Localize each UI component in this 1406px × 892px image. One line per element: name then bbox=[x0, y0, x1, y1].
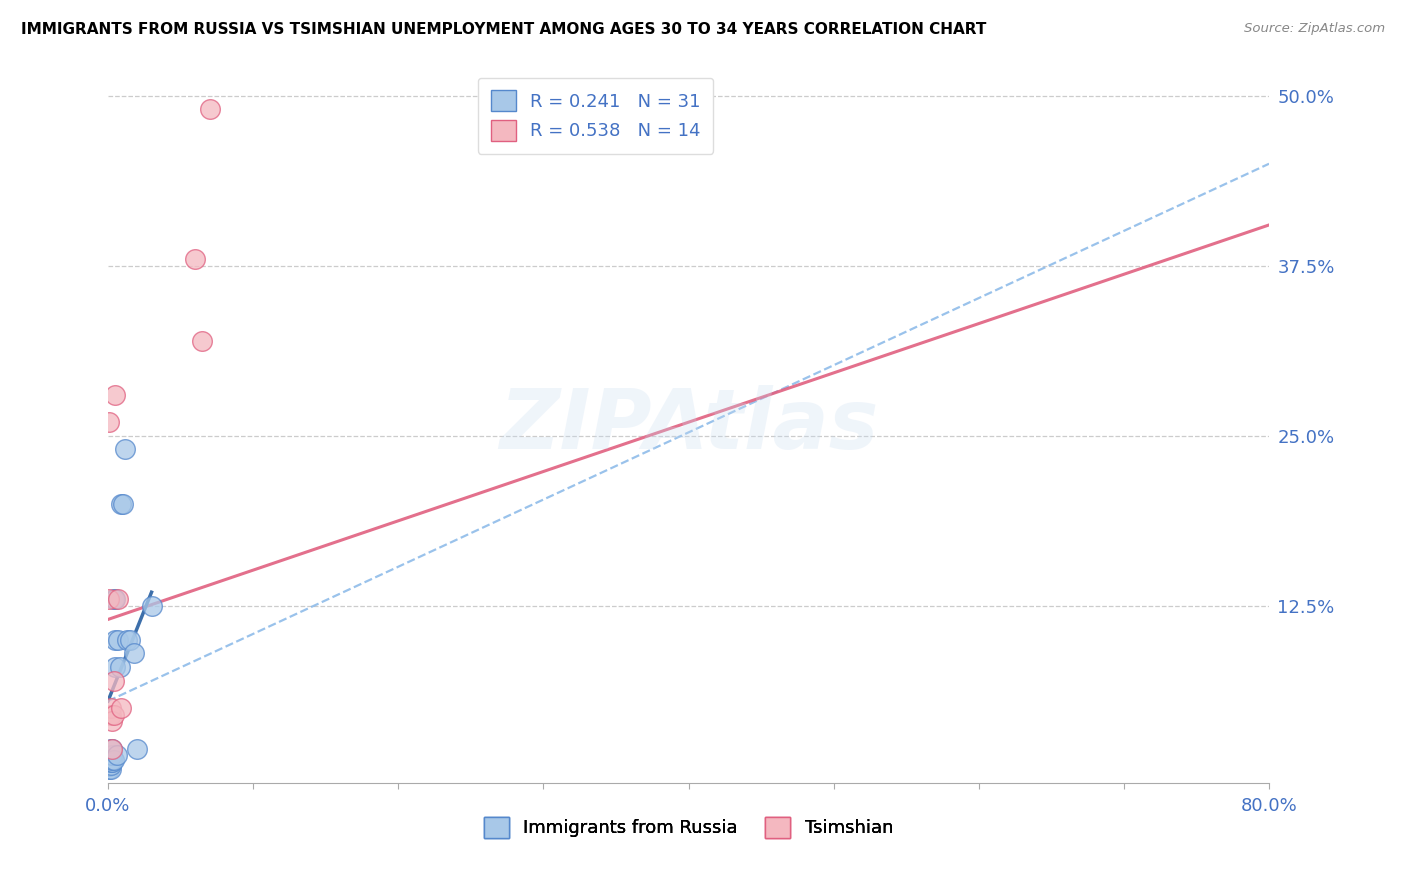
Point bbox=[110, 701, 132, 715]
Point bbox=[98, 753, 121, 767]
Point bbox=[101, 714, 124, 729]
Text: Source: ZipAtlas.com: Source: ZipAtlas.com bbox=[1244, 22, 1385, 36]
Point bbox=[104, 388, 127, 402]
Point bbox=[98, 756, 121, 770]
Point bbox=[125, 741, 148, 756]
Point bbox=[98, 762, 121, 776]
Point bbox=[98, 759, 121, 773]
Point bbox=[110, 497, 132, 511]
Point bbox=[98, 592, 121, 607]
Point bbox=[115, 632, 138, 647]
Point bbox=[103, 753, 125, 767]
Point bbox=[104, 632, 127, 647]
Point bbox=[100, 756, 122, 770]
Point bbox=[100, 758, 122, 772]
Point bbox=[100, 762, 122, 776]
Point bbox=[111, 497, 134, 511]
Point bbox=[104, 592, 127, 607]
Point bbox=[101, 741, 124, 756]
Point bbox=[141, 599, 163, 613]
Point bbox=[98, 758, 121, 772]
Point bbox=[101, 756, 124, 770]
Point bbox=[105, 748, 128, 763]
Point bbox=[101, 741, 124, 756]
Point bbox=[191, 334, 214, 348]
Point bbox=[103, 707, 125, 722]
Point bbox=[184, 252, 207, 266]
Point bbox=[104, 660, 127, 674]
Point bbox=[103, 592, 125, 607]
Point bbox=[100, 701, 122, 715]
Text: ZIPAtlas: ZIPAtlas bbox=[499, 385, 879, 467]
Point bbox=[108, 660, 131, 674]
Point bbox=[103, 673, 125, 688]
Point bbox=[98, 415, 121, 429]
Point bbox=[198, 103, 221, 117]
Legend: Immigrants from Russia, Tsimshian: Immigrants from Russia, Tsimshian bbox=[477, 810, 901, 845]
Point bbox=[100, 741, 122, 756]
Text: IMMIGRANTS FROM RUSSIA VS TSIMSHIAN UNEMPLOYMENT AMONG AGES 30 TO 34 YEARS CORRE: IMMIGRANTS FROM RUSSIA VS TSIMSHIAN UNEM… bbox=[21, 22, 987, 37]
Point bbox=[100, 753, 122, 767]
Point bbox=[101, 753, 124, 767]
Point bbox=[107, 592, 129, 607]
Point bbox=[100, 748, 122, 763]
Point bbox=[118, 632, 141, 647]
Point bbox=[100, 707, 122, 722]
Point bbox=[107, 632, 129, 647]
Point bbox=[122, 647, 145, 661]
Point bbox=[101, 748, 124, 763]
Point bbox=[114, 442, 136, 457]
